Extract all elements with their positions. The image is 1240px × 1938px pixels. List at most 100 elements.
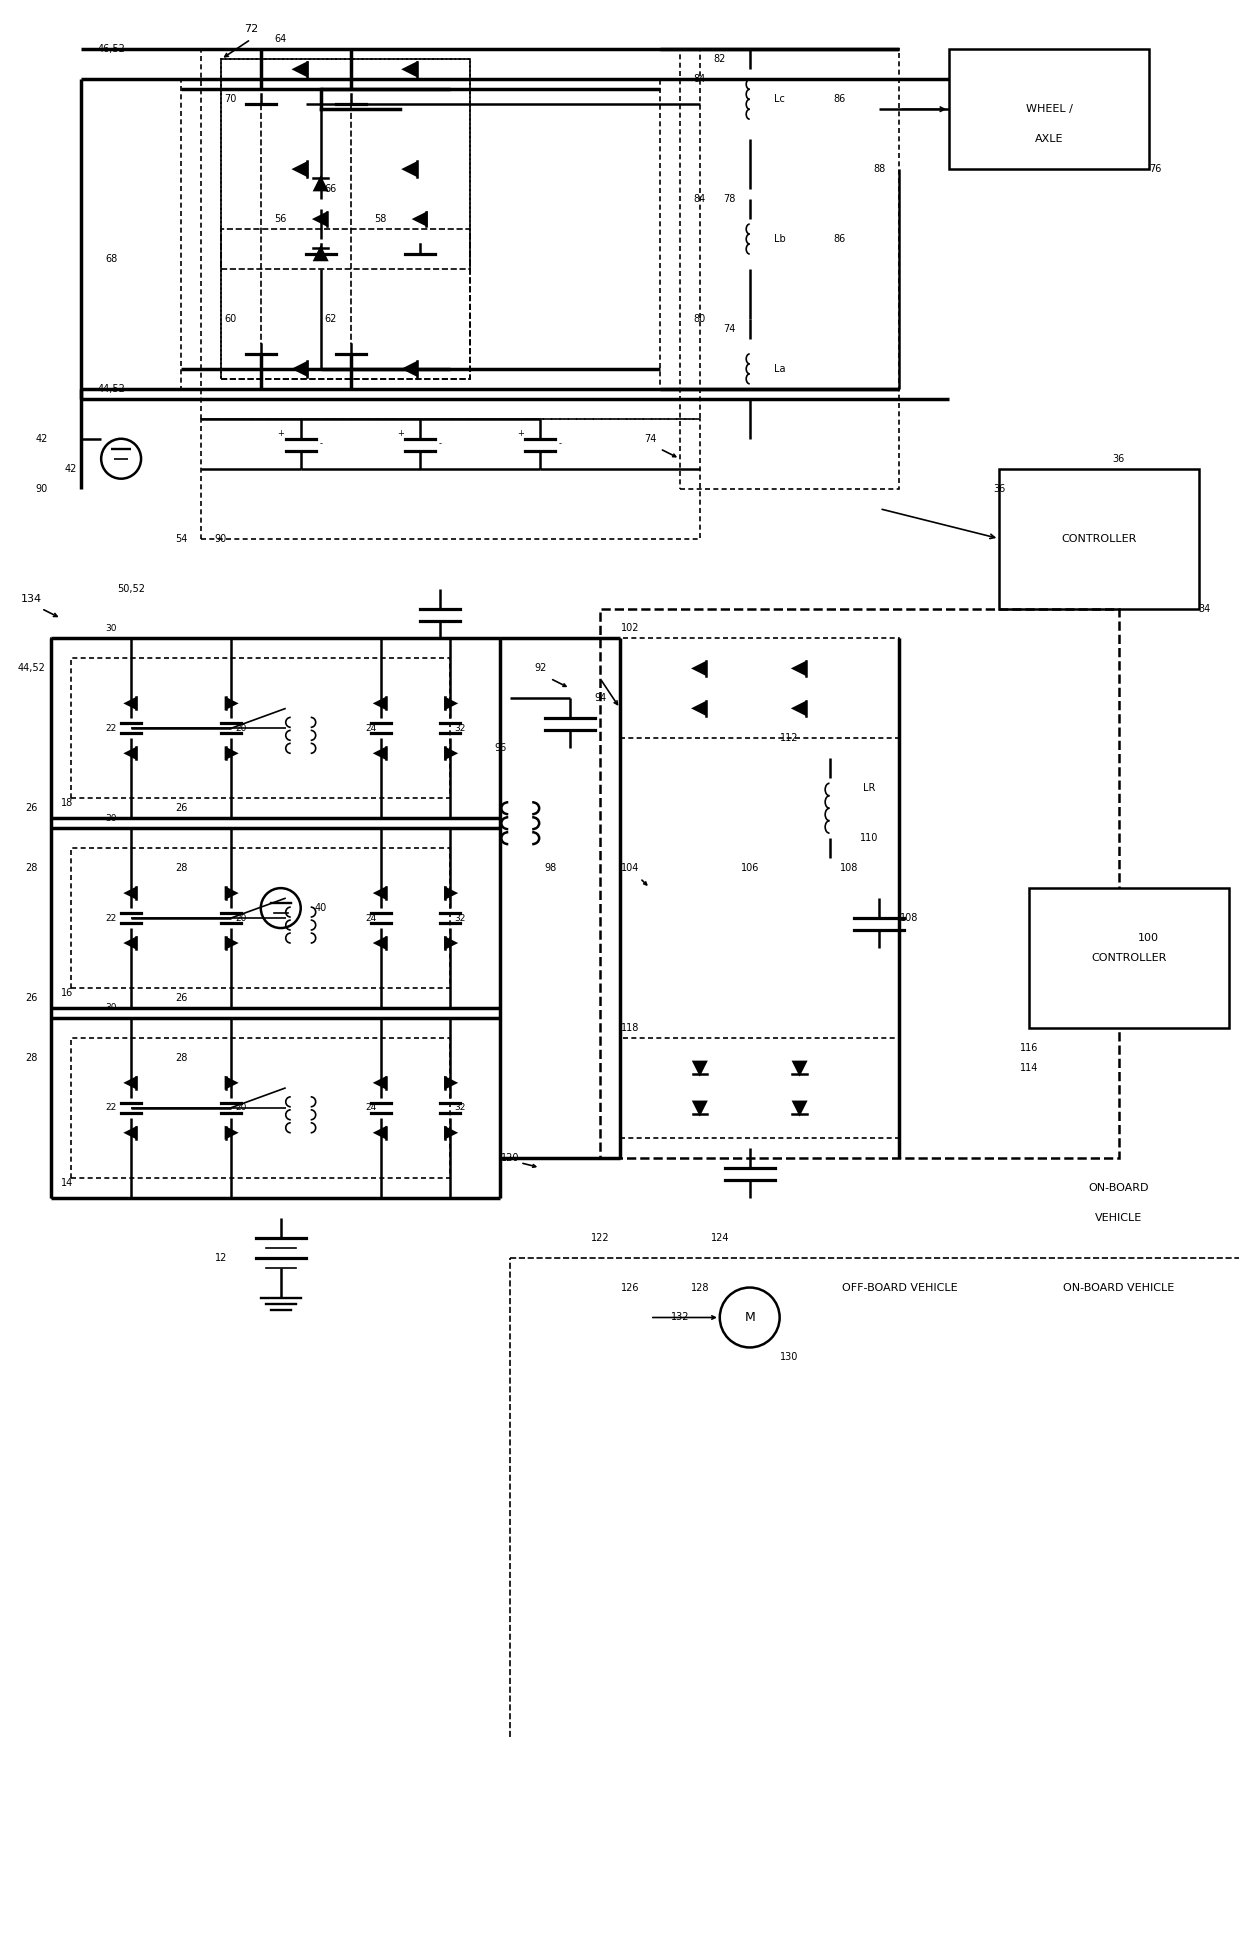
Text: 66: 66 [325, 184, 337, 194]
Text: -: - [319, 440, 322, 448]
Text: -: - [439, 440, 441, 448]
Bar [620, 638, 899, 738]
Text: 14: 14 [61, 1178, 73, 1188]
Text: 46,52: 46,52 [97, 45, 125, 54]
Text: 28: 28 [175, 1052, 187, 1062]
Text: VEHICLE: VEHICLE [1095, 1213, 1142, 1223]
Text: 54: 54 [175, 533, 187, 545]
Text: 88: 88 [873, 165, 885, 174]
Polygon shape [226, 888, 236, 897]
Text: 56: 56 [274, 213, 286, 225]
Polygon shape [404, 62, 417, 76]
Polygon shape [376, 698, 386, 709]
Polygon shape [445, 1128, 455, 1138]
Bar [680, 48, 899, 488]
Text: 84: 84 [693, 194, 706, 203]
Text: 30: 30 [105, 814, 117, 824]
Text: +: + [517, 430, 523, 438]
Polygon shape [126, 888, 136, 897]
Text: 74: 74 [644, 434, 656, 444]
Text: 50,52: 50,52 [117, 583, 145, 593]
Text: 84: 84 [693, 74, 706, 83]
Text: 76: 76 [1148, 165, 1161, 174]
Text: 132: 132 [671, 1312, 689, 1322]
Polygon shape [376, 938, 386, 948]
Bar [600, 609, 1118, 1157]
Text: AXLE: AXLE [1035, 134, 1063, 143]
Text: 62: 62 [325, 314, 337, 324]
Polygon shape [294, 362, 308, 376]
Text: 100: 100 [1138, 932, 1159, 944]
Text: 28: 28 [25, 862, 37, 874]
Polygon shape [794, 1062, 806, 1074]
Text: 30: 30 [105, 624, 117, 634]
Text: ON-BOARD: ON-BOARD [1089, 1182, 1149, 1192]
Text: 18: 18 [61, 798, 73, 808]
Text: 36: 36 [1112, 453, 1125, 463]
Text: 30: 30 [105, 1004, 117, 1012]
Bar [1029, 888, 1229, 1027]
Bar [71, 1039, 450, 1178]
Text: 68: 68 [105, 254, 118, 264]
Text: 12: 12 [215, 1252, 227, 1262]
Bar [221, 60, 470, 378]
Polygon shape [226, 748, 236, 758]
Polygon shape [445, 748, 455, 758]
Text: 28: 28 [175, 862, 187, 874]
Text: 26: 26 [25, 992, 37, 1004]
Text: 44,52: 44,52 [97, 384, 125, 393]
Text: 22: 22 [105, 913, 117, 922]
Text: Lb: Lb [774, 234, 785, 244]
Text: 122: 122 [590, 1233, 609, 1242]
Polygon shape [376, 1128, 386, 1138]
Polygon shape [126, 1078, 136, 1087]
Text: 90: 90 [35, 484, 47, 494]
Text: 78: 78 [724, 194, 737, 203]
Text: 72: 72 [244, 25, 258, 35]
Text: 126: 126 [621, 1283, 640, 1293]
Polygon shape [226, 1078, 236, 1087]
Text: 26: 26 [175, 992, 187, 1004]
Text: 32: 32 [455, 725, 466, 733]
Text: 112: 112 [780, 733, 799, 744]
Polygon shape [794, 1103, 806, 1114]
Bar [51, 1017, 500, 1198]
Polygon shape [315, 178, 326, 190]
Text: 20: 20 [236, 913, 247, 922]
Bar [221, 60, 470, 269]
Polygon shape [694, 1062, 706, 1074]
Polygon shape [445, 888, 455, 897]
Text: 20: 20 [236, 725, 247, 733]
Text: M: M [744, 1310, 755, 1324]
Text: 34: 34 [1199, 603, 1211, 614]
Text: 108: 108 [900, 913, 919, 922]
Text: LR: LR [863, 783, 875, 793]
Polygon shape [694, 702, 706, 715]
Polygon shape [694, 663, 706, 674]
Text: 32: 32 [455, 913, 466, 922]
Polygon shape [226, 698, 236, 709]
Polygon shape [404, 163, 417, 176]
Text: 134: 134 [21, 593, 42, 603]
Text: 32: 32 [455, 1103, 466, 1112]
Text: ON-BOARD VEHICLE: ON-BOARD VEHICLE [1063, 1283, 1174, 1293]
Polygon shape [445, 938, 455, 948]
Text: -: - [559, 440, 562, 448]
Text: 92: 92 [534, 663, 547, 672]
Text: 20: 20 [236, 1103, 247, 1112]
Bar [201, 419, 699, 539]
Polygon shape [445, 1078, 455, 1087]
Polygon shape [376, 888, 386, 897]
Polygon shape [294, 163, 308, 176]
Text: CONTROLLER: CONTROLLER [1061, 533, 1137, 545]
Polygon shape [226, 1128, 236, 1138]
Text: 26: 26 [175, 802, 187, 814]
Text: 110: 110 [861, 833, 879, 843]
Bar [181, 79, 660, 390]
Text: 118: 118 [621, 1023, 639, 1033]
Text: 70: 70 [224, 95, 237, 105]
Text: 24: 24 [365, 913, 376, 922]
Text: 98: 98 [544, 862, 557, 874]
Text: La: La [774, 364, 785, 374]
Text: 96: 96 [495, 744, 506, 754]
